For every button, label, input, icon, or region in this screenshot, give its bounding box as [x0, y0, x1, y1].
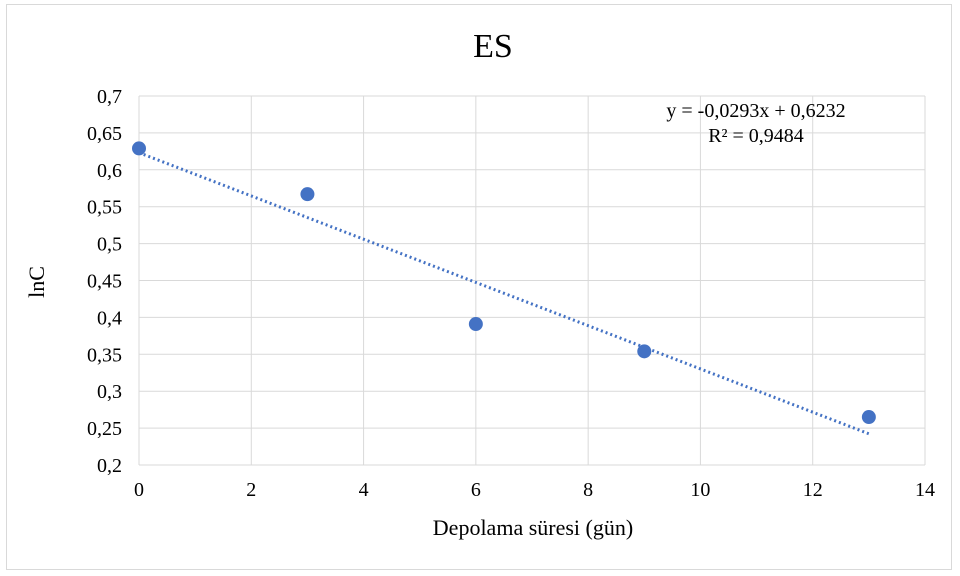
trendline-group — [138, 151, 870, 436]
y-tick-labels: 0,2 0,25 0,3 0,35 0,4 0,45 0,5 0,55 0,6 0,65 0,7 — [87, 86, 122, 477]
x-tick-label: 6 — [471, 479, 481, 501]
trendline-equation: y = -0,0293x + 0,6232 — [666, 100, 845, 122]
y-tick-label: 0,2 — [97, 455, 122, 477]
trendline — [138, 151, 870, 436]
x-tick-label: 14 — [915, 479, 935, 501]
x-tick-label: 8 — [583, 479, 593, 501]
chart-title: ES — [473, 28, 513, 65]
chart-frame — [6, 4, 952, 570]
data-point — [637, 344, 652, 359]
y-tick-label: 0,7 — [97, 86, 122, 108]
x-tick-label: 0 — [134, 479, 144, 501]
y-tick-label: 0,3 — [97, 381, 122, 403]
x-axis-label: Depolama süresi (gün) — [433, 515, 633, 540]
data-points — [132, 141, 876, 425]
data-point — [468, 317, 483, 332]
y-tick-label: 0,5 — [97, 234, 122, 256]
y-tick-label: 0,45 — [87, 271, 122, 293]
grid — [138, 95, 926, 466]
x-tick-labels: 0 2 4 6 8 10 12 14 — [134, 479, 935, 501]
x-tick-label: 4 — [359, 479, 369, 501]
y-tick-label: 0,4 — [97, 307, 122, 329]
trendline-r-squared: R² = 0,9484 — [708, 125, 804, 147]
y-tick-label: 0,65 — [87, 123, 122, 145]
x-tick-label: 12 — [803, 479, 823, 501]
data-point — [300, 187, 315, 202]
y-tick-label: 0,35 — [87, 344, 122, 366]
x-tick-label: 2 — [246, 479, 256, 501]
y-tick-label: 0,25 — [87, 418, 122, 440]
data-point — [132, 141, 146, 156]
y-tick-label: 0,55 — [87, 197, 122, 219]
x-tick-label: 10 — [690, 479, 710, 501]
y-tick-label: 0,6 — [97, 160, 122, 182]
y-axis-label: lnC — [24, 266, 49, 298]
data-point — [861, 410, 876, 425]
